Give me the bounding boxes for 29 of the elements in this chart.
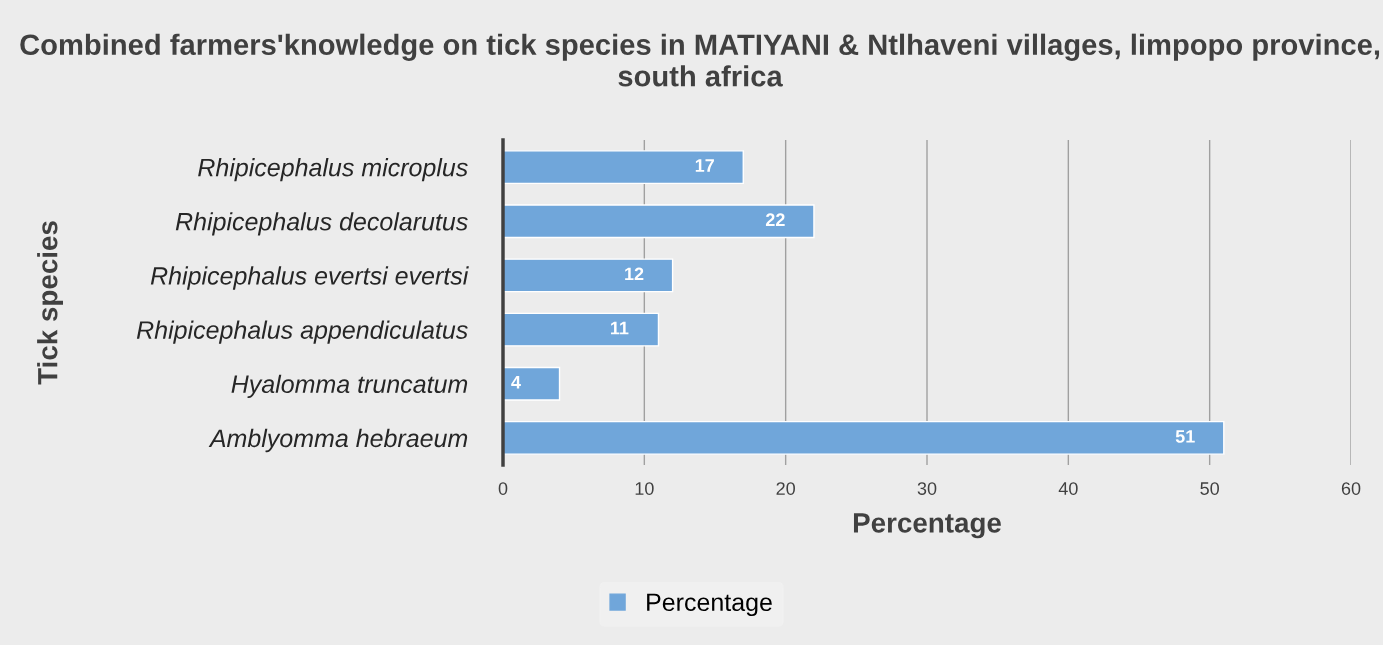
x-tick-label: 10 [635, 482, 654, 495]
x-tick-label: 30 [917, 482, 937, 495]
bar [503, 204, 815, 239]
bar [503, 420, 1225, 455]
legend-label: Percentage [647, 593, 772, 617]
bar [503, 150, 744, 185]
chart-title: Combined farmers'knowledge on tick species in MATIYANI & Ntlhaveni villages, limpopo province, south africa [20, 33, 1380, 87]
y-tick-label: Rhipicephalus microplus [198, 158, 468, 182]
y-axis-title: Tick species [37, 221, 63, 385]
y-tick-label: Amblyomma hebraeum [208, 428, 468, 453]
y-tick-label: Rhipicephalus decolarutus [175, 212, 468, 236]
x-axis-title: Percentage [853, 513, 1001, 539]
bar [503, 258, 674, 293]
x-tick-label: 60 [1341, 482, 1361, 495]
y-tick-label: Rhipicephalus appendiculatus [136, 320, 468, 344]
bar [503, 366, 561, 401]
x-tick-label: 40 [1058, 482, 1078, 495]
data-label: 17 [695, 159, 714, 172]
x-tick-label: 50 [1200, 482, 1219, 495]
data-label: 4 [511, 376, 521, 389]
y-tick-label: Hyalomma truncatum [231, 374, 468, 398]
data-label: 12 [625, 267, 644, 281]
x-tick-label: 0 [498, 482, 508, 495]
bar [503, 312, 660, 347]
x-tick-label: 20 [776, 482, 795, 495]
y-tick-label: Rhipicephalus evertsi evertsi [150, 266, 469, 290]
data-label: 51 [1175, 430, 1195, 443]
data-label: 11 [610, 321, 629, 335]
data-label: 22 [765, 213, 785, 226]
